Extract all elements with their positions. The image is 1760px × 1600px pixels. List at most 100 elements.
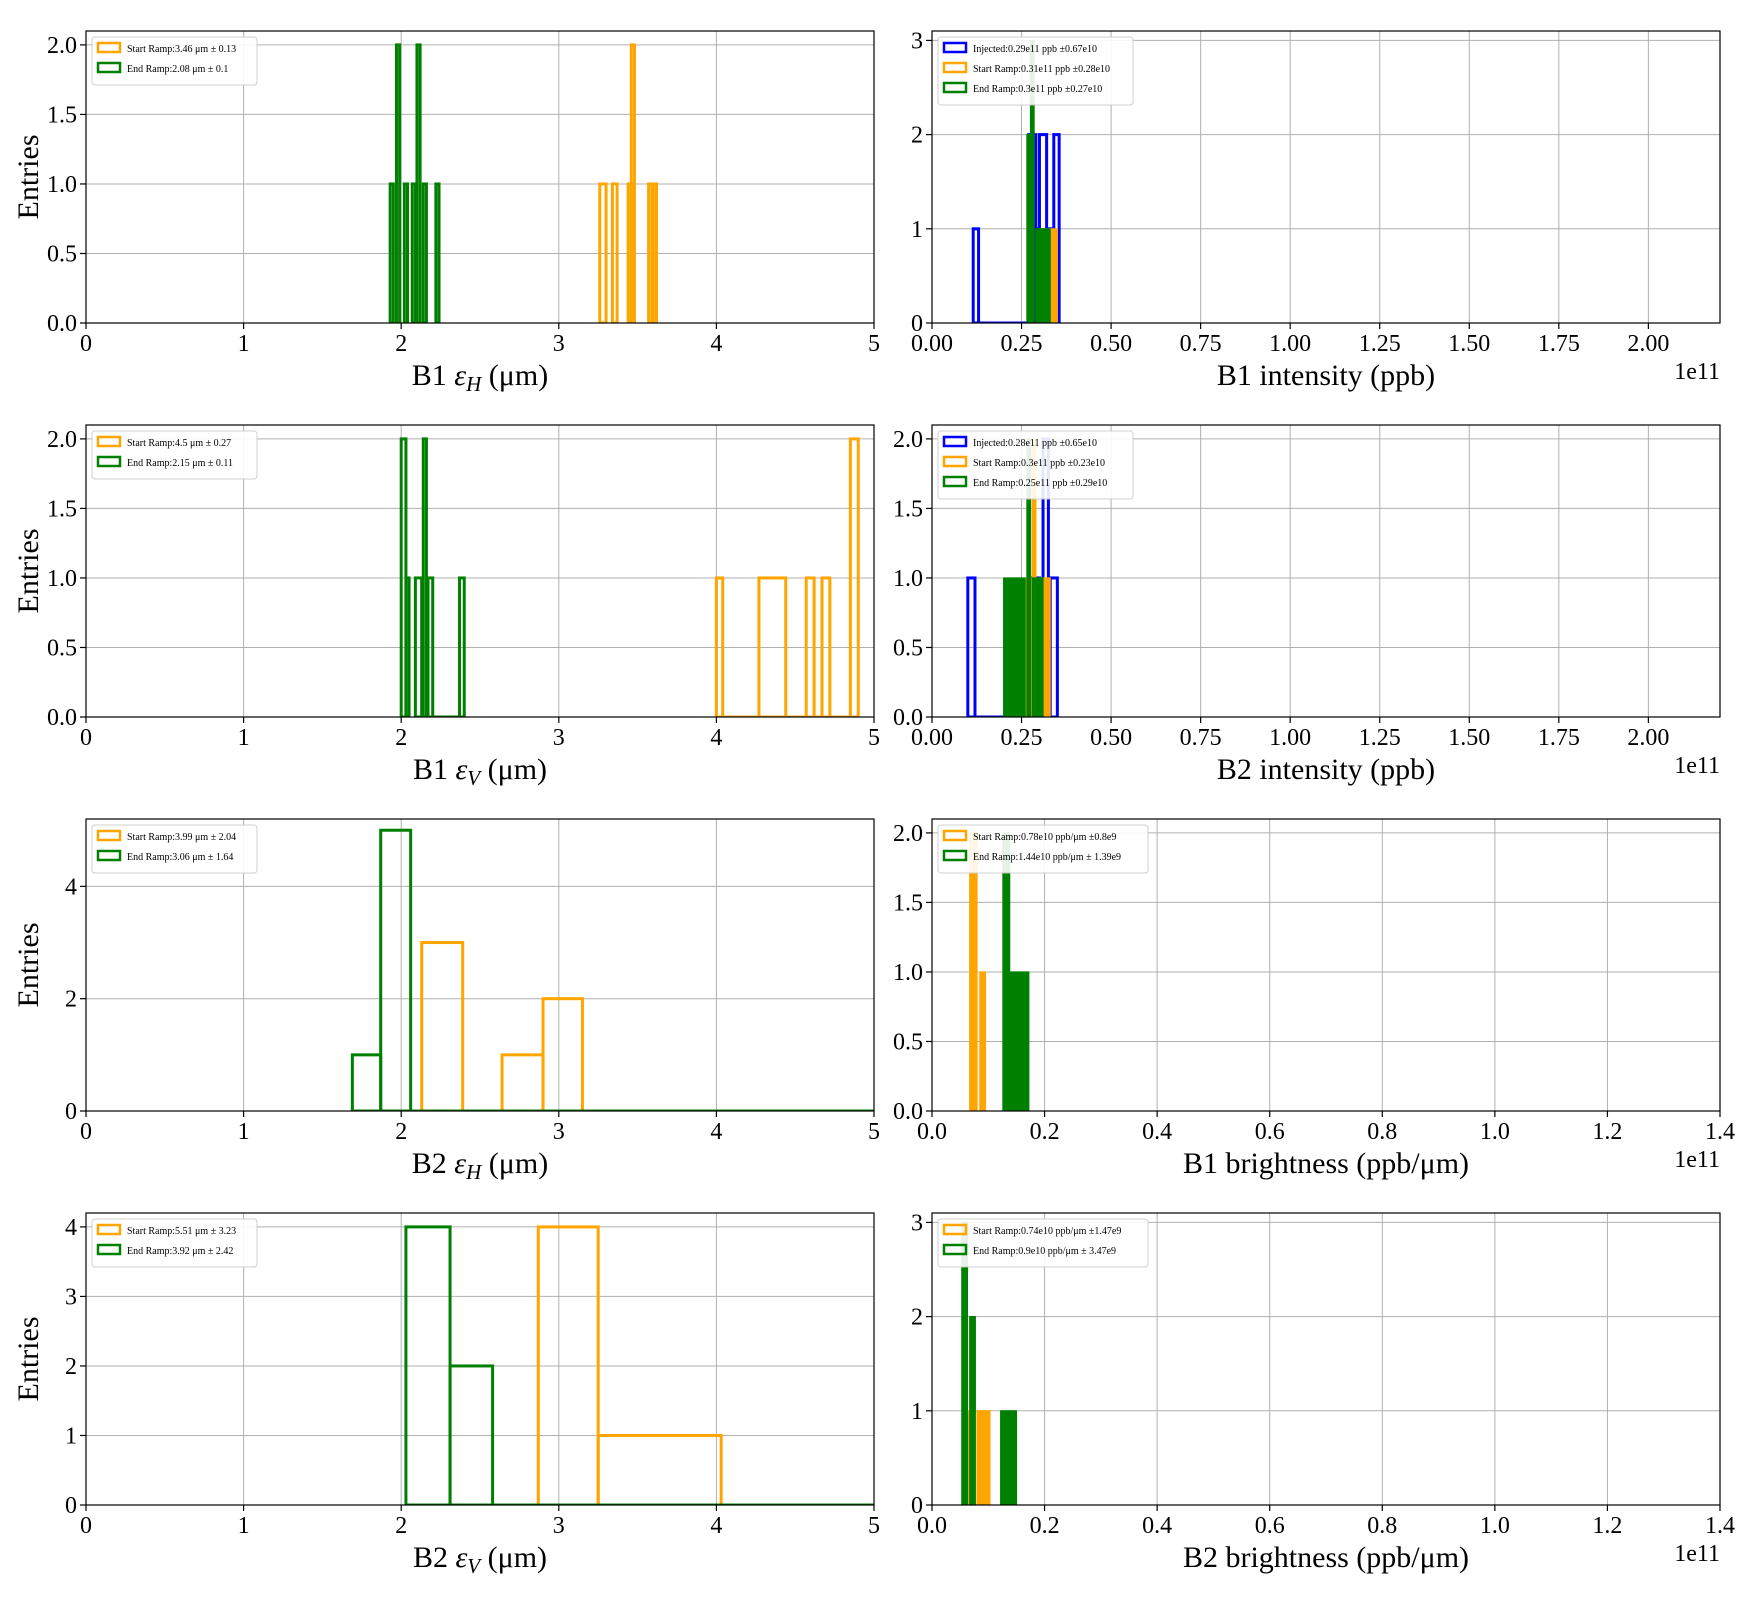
x-tick-label: 0 — [80, 331, 92, 357]
histogram-panel-6: 0.0 0.2 0.4 0.6 0.8 1.0 1.2 1.4 0.0 0.5 1.0 1.5 2.0 B… — [893, 818, 1735, 1180]
legend-entry: End Ramp:0.9e10 ppb/μm ± 3.47e9 — [973, 1246, 1116, 1257]
histogram-bar — [458, 576, 466, 717]
histogram-bar — [979, 971, 987, 1111]
legend-entry: End Ramp:1.44e10 ppb/μm ± 1.39e9 — [973, 852, 1121, 863]
x-tick-label: 5 — [868, 1513, 880, 1539]
x-tick-label: 0.50 — [1090, 331, 1132, 357]
legend-entry: End Ramp:2.08 μm ± 0.1 — [127, 64, 228, 75]
legend-swatch — [942, 81, 968, 94]
y-tick-label: 2 — [911, 1305, 923, 1331]
x-tick-label: 0.0 — [917, 1119, 947, 1145]
x-tick-label: 1 — [238, 331, 250, 357]
x-tick-label: 5 — [868, 1119, 880, 1145]
y-tick-label: 0.0 — [47, 311, 77, 337]
x-tick-label: 0 — [80, 1513, 92, 1539]
y-tick-label: 1 — [65, 1423, 77, 1449]
histogram-bar — [848, 437, 860, 717]
x-tick-label: 2 — [395, 725, 407, 751]
y-axis-label: Entries — [12, 1317, 45, 1402]
axis-offset-label: 1e11 — [1674, 1147, 1720, 1173]
y-tick-label: 1.0 — [47, 172, 77, 198]
x-axis-label: B1 εH (μm) — [412, 359, 548, 396]
x-tick-label: 1.50 — [1448, 725, 1490, 751]
axes-frame — [85, 424, 875, 718]
histogram-bar — [1003, 577, 1026, 717]
y-tick-label: 0.0 — [893, 1099, 923, 1125]
x-tick-label: 3 — [553, 331, 565, 357]
series-group — [966, 437, 1059, 717]
histogram-bar — [421, 182, 428, 323]
x-tick-label: 4 — [710, 1119, 722, 1145]
axes-frame — [931, 1212, 1721, 1506]
series-group — [388, 43, 659, 323]
y-tick-label: 2.0 — [893, 821, 923, 847]
legend-entry: Start Ramp:4.5 μm ± 0.27 — [127, 438, 231, 449]
x-tick-label: 0.6 — [1255, 1513, 1285, 1539]
y-tick-label: 0 — [65, 1099, 77, 1125]
x-tick-label: 1.50 — [1448, 331, 1490, 357]
axes-frame — [85, 818, 875, 1112]
y-tick-label: 2 — [65, 987, 77, 1013]
x-tick-label: 1.4 — [1705, 1119, 1735, 1145]
histogram-panel-3: 0 1 2 3 4 5 0.0 0.5 1.0 1.5 2.0 B1 εV (μm) Entries St… — [12, 424, 880, 790]
x-tick-label: 1.0 — [1480, 1119, 1510, 1145]
axes-frame — [85, 1212, 875, 1506]
x-tick-label: 0.4 — [1142, 1513, 1172, 1539]
x-tick-label: 0.25 — [1001, 331, 1043, 357]
histogram-bar — [434, 182, 441, 323]
legend-entry: Start Ramp:0.3e11 ppb ±0.23e10 — [973, 458, 1105, 469]
x-tick-label: 0.00 — [911, 725, 953, 751]
histogram-panel-5: 0 1 2 3 4 5 0 2 4 B2 εH (μm) Entries Start Ramp:3.9… — [12, 818, 880, 1184]
histogram-bar — [966, 576, 977, 717]
y-tick-label: 0.5 — [893, 1029, 923, 1055]
histogram-bar — [804, 576, 816, 717]
x-tick-label: 0.75 — [1180, 725, 1222, 751]
histogram-bar — [629, 43, 636, 323]
x-tick-label: 4 — [710, 1513, 722, 1539]
histogram-bar — [610, 182, 619, 323]
legend-box — [937, 824, 1149, 874]
histogram-bar — [448, 1364, 495, 1505]
y-tick-label: 1.0 — [893, 566, 923, 592]
histogram-bar — [976, 1410, 991, 1505]
histogram-bar — [1031, 577, 1044, 717]
legend-swatch — [942, 41, 968, 54]
y-tick-label: 0.0 — [893, 705, 923, 731]
legend-entry: Start Ramp:3.99 μm ± 2.04 — [127, 832, 236, 843]
legend: Start Ramp:5.51 μm ± 3.23 End Ramp:3.92 μ… — [91, 1218, 258, 1268]
legend-swatch — [96, 1223, 122, 1236]
y-axis-label: Entries — [12, 135, 45, 220]
legend: Injected:0.28e11 ppb ±0.65e10 Start Ramp:… — [937, 430, 1134, 500]
series-group — [971, 39, 1061, 323]
histogram-panel-2: 0.00 0.25 0.50 0.75 1.00 1.25 1.50 1.75 2.00 0 1 2 3… — [911, 28, 1721, 392]
histogram-bar — [541, 997, 584, 1111]
y-tick-label: 0.5 — [47, 241, 77, 267]
histogram-bar — [421, 437, 428, 717]
axes-frame — [931, 818, 1721, 1112]
histogram-bar — [1000, 1410, 1018, 1505]
axis-offset-label: 1e11 — [1674, 753, 1720, 779]
histogram-bar — [971, 227, 981, 323]
series-group — [399, 437, 860, 717]
x-tick-label: 1.75 — [1538, 725, 1580, 751]
histogram-bar — [1002, 832, 1011, 1111]
y-tick-label: 0 — [911, 1493, 923, 1519]
histogram-bar — [388, 182, 395, 323]
x-tick-label: 1 — [238, 1513, 250, 1539]
histogram-bar — [1046, 577, 1051, 717]
x-tick-label: 5 — [868, 725, 880, 751]
legend-swatch — [96, 435, 122, 448]
histogram-bar — [820, 576, 832, 717]
histogram-bar — [757, 576, 788, 717]
y-axis-label: Entries — [12, 923, 45, 1008]
y-tick-label: 1.0 — [893, 960, 923, 986]
legend-swatch — [942, 455, 968, 468]
x-tick-label: 2.00 — [1627, 725, 1669, 751]
legend-entry: End Ramp:3.06 μm ± 1.64 — [127, 852, 233, 863]
x-axis-label: B2 intensity (ppb) — [1217, 753, 1435, 786]
legend-entry: Start Ramp:0.31e11 ppb ±0.28e10 — [973, 64, 1110, 75]
x-axis-label: B2 εV (μm) — [413, 1541, 547, 1578]
legend-swatch — [942, 1243, 968, 1256]
histogram-bar — [404, 576, 411, 717]
